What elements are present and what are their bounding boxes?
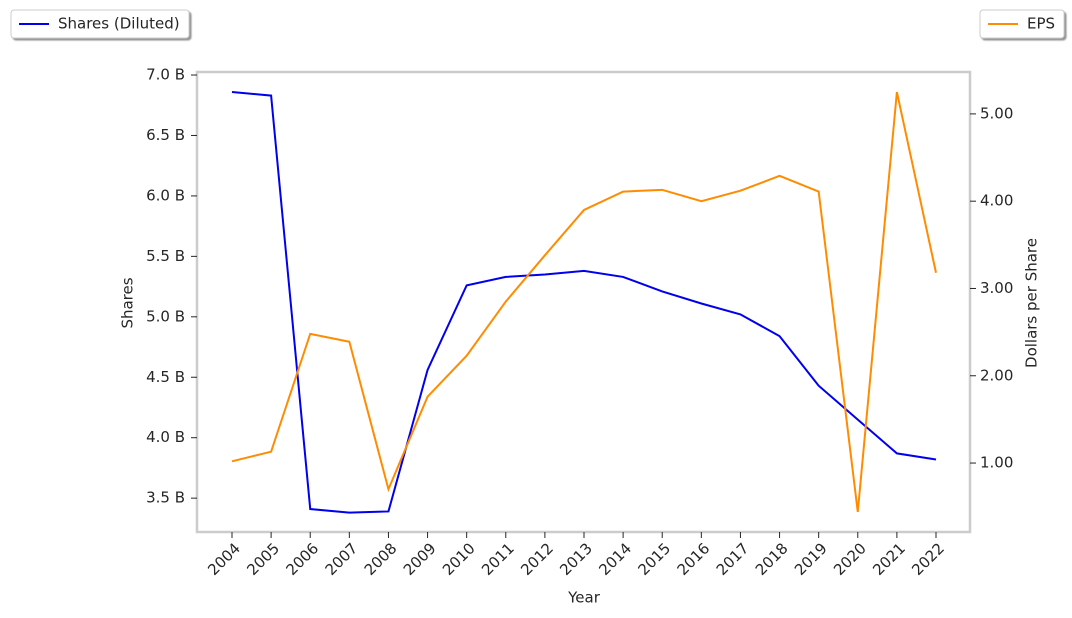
x-tick-label: 2006 xyxy=(283,539,323,579)
legend-box xyxy=(979,9,1065,39)
y-tick-label: 4.5 B xyxy=(146,368,185,386)
x-tick-label: 2007 xyxy=(322,539,362,579)
y-tick-label: 6.5 B xyxy=(146,126,185,144)
x-tick-label: 2019 xyxy=(791,539,831,579)
x-tick-label: 2016 xyxy=(674,539,714,579)
x-tick-label: 2004 xyxy=(204,539,244,579)
series-line xyxy=(231,90,937,514)
x-tick-label: 2021 xyxy=(869,539,909,579)
y2-axis-title: Dollars per Share xyxy=(1023,238,1041,368)
x-tick-label: 2020 xyxy=(830,539,870,579)
y-tick-label: 4.0 B xyxy=(146,428,185,446)
y-tick-label: 6.0 B xyxy=(146,186,185,204)
x-tick-label: 2005 xyxy=(243,539,283,579)
legend-label: EPS xyxy=(1027,15,1055,33)
y-tick-label: 7.0 B xyxy=(146,66,185,84)
y2-tick-label: 5.00 xyxy=(980,104,1013,122)
series-line xyxy=(231,91,937,513)
y-tick-label: 5.0 B xyxy=(146,307,185,325)
y2-tick-label: 3.00 xyxy=(980,279,1013,297)
y-axis-title: Shares xyxy=(119,277,137,328)
x-tick-label: 2014 xyxy=(595,539,635,579)
y2-tick-label: 1.00 xyxy=(980,454,1013,472)
y2-tick-label: 4.00 xyxy=(980,192,1013,210)
y-tick-label: 3.5 B xyxy=(146,489,185,507)
x-axis-title: Year xyxy=(567,589,601,607)
legend-box xyxy=(10,9,190,39)
y-tick-label: 5.5 B xyxy=(146,247,185,265)
legend: Shares (Diluted) xyxy=(10,9,190,39)
legend: EPS xyxy=(979,9,1065,39)
x-tick-label: 2022 xyxy=(908,539,948,579)
x-tick-label: 2011 xyxy=(478,539,518,579)
plot-frame xyxy=(195,70,972,534)
x-tick-label: 2010 xyxy=(439,539,479,579)
x-tick-label: 2017 xyxy=(713,539,753,579)
y2-tick-label: 2.00 xyxy=(980,366,1013,384)
x-tick-label: 2015 xyxy=(635,539,675,579)
legend-label: Shares (Diluted) xyxy=(58,15,180,33)
x-tick-label: 2013 xyxy=(556,539,596,579)
x-tick-label: 2009 xyxy=(400,539,440,579)
x-tick-label: 2012 xyxy=(517,539,557,579)
x-tick-label: 2008 xyxy=(361,539,401,579)
x-tick-label: 2018 xyxy=(752,539,792,579)
